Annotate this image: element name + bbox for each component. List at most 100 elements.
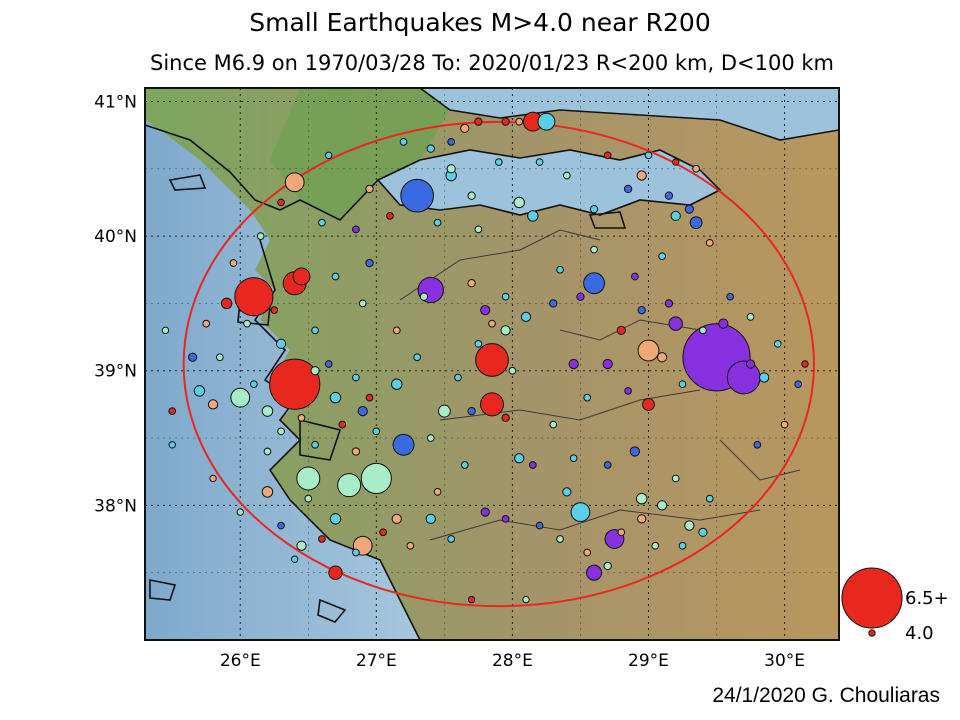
earthquake-marker bbox=[467, 191, 476, 200]
earthquake-marker bbox=[522, 595, 530, 604]
earthquake-marker bbox=[296, 466, 321, 491]
earthquake-marker bbox=[705, 494, 714, 503]
legend-label: 4.0 bbox=[905, 623, 934, 644]
earthquake-marker bbox=[275, 338, 287, 349]
earthquake-marker bbox=[243, 319, 251, 328]
earthquake-marker bbox=[352, 548, 360, 557]
earthquake-marker bbox=[698, 527, 708, 537]
earthquake-marker bbox=[624, 387, 632, 395]
earthquake-marker bbox=[535, 158, 544, 166]
earthquake-marker bbox=[500, 325, 511, 336]
earthquake-marker bbox=[467, 406, 476, 416]
lon-tick-label: 29°E bbox=[628, 651, 669, 671]
earthquake-marker bbox=[467, 279, 476, 288]
earthquake-marker bbox=[474, 117, 483, 126]
earthquake-marker bbox=[311, 326, 319, 335]
earthquake-marker bbox=[447, 137, 456, 146]
earthquake-marker bbox=[780, 420, 789, 429]
earthquake-marker bbox=[426, 434, 435, 442]
earthquake-marker bbox=[474, 339, 483, 348]
earthquake-marker bbox=[603, 151, 612, 160]
earthquake-marker bbox=[379, 528, 387, 537]
earthquake-marker bbox=[520, 311, 532, 323]
earthquake-marker bbox=[365, 393, 374, 402]
earthquake-marker bbox=[480, 305, 491, 316]
earthquake-marker bbox=[209, 474, 217, 483]
earthquake-marker bbox=[637, 514, 647, 524]
radius-circle bbox=[182, 120, 815, 608]
earthquake-marker bbox=[642, 397, 655, 411]
earthquake-marker bbox=[386, 212, 394, 220]
earthquake-marker bbox=[568, 358, 579, 370]
earthquake-marker bbox=[514, 453, 525, 464]
earthquake-marker bbox=[419, 292, 429, 301]
earthquake-marker bbox=[537, 112, 556, 131]
earthquake-marker bbox=[474, 225, 483, 234]
longitude-labels: 26°E 27°E 28°E 29°E 30°E bbox=[220, 651, 805, 671]
lon-tick-label: 30°E bbox=[764, 651, 805, 671]
earthquake-marker bbox=[433, 488, 442, 496]
map-title: Small Earthquakes M>4.0 near R200 bbox=[249, 8, 711, 37]
earthquake-marker bbox=[635, 492, 648, 505]
earthquake-marker bbox=[479, 392, 505, 417]
earthquake-marker bbox=[310, 366, 320, 376]
earthquake-marker bbox=[668, 316, 683, 331]
earthquake-marker bbox=[753, 440, 762, 449]
earthquake-marker bbox=[583, 548, 592, 557]
earthquake-marker bbox=[331, 272, 340, 281]
earthquake-marker bbox=[773, 339, 782, 348]
earthquake-marker bbox=[562, 487, 572, 497]
earthquake-marker bbox=[365, 258, 374, 268]
latitude-labels: 41°N 40°N 39°N 38°N bbox=[94, 92, 137, 516]
earthquake-marker bbox=[270, 306, 279, 315]
earthquake-marker bbox=[392, 433, 415, 456]
earthquake-marker bbox=[358, 299, 367, 308]
earthquake-marker bbox=[338, 420, 347, 429]
earthquake-marker bbox=[656, 352, 668, 363]
earthquake-marker bbox=[437, 404, 451, 418]
earthquake-marker bbox=[406, 541, 415, 550]
earthquake-marker bbox=[589, 204, 599, 214]
earthquake-marker bbox=[292, 267, 311, 286]
earthquake-marker bbox=[501, 117, 510, 126]
earthquake-marker bbox=[726, 292, 734, 301]
earthquake-marker bbox=[689, 216, 703, 230]
earthquake-marker bbox=[284, 172, 305, 193]
earthquake-marker bbox=[637, 305, 646, 315]
earthquake-marker bbox=[501, 413, 510, 423]
thrace-land bbox=[270, 88, 450, 220]
earthquake-marker bbox=[234, 277, 274, 317]
legend-marker bbox=[868, 629, 876, 637]
earthquake-marker bbox=[527, 210, 539, 222]
earthquake-marker bbox=[616, 325, 626, 335]
earthquake-marker bbox=[623, 184, 633, 194]
earthquake-marker bbox=[269, 358, 321, 410]
earthquake-marker bbox=[311, 440, 319, 449]
earthquake-marker bbox=[413, 353, 422, 362]
earthquake-marker bbox=[426, 144, 435, 153]
earthquake-marker bbox=[168, 407, 177, 415]
earthquake-marker bbox=[570, 502, 591, 522]
lon-tick-label: 27°E bbox=[356, 651, 397, 671]
earthquake-marker bbox=[277, 198, 285, 207]
earthquake-marker bbox=[360, 462, 392, 495]
earthquake-marker bbox=[250, 380, 258, 389]
legend-marker bbox=[841, 567, 903, 629]
earthquake-marker bbox=[263, 447, 272, 456]
earthquake-marker bbox=[637, 339, 660, 362]
earthquake-marker bbox=[569, 454, 578, 463]
earthquake-marker bbox=[718, 318, 729, 329]
earthquake-marker bbox=[467, 595, 476, 604]
earthquake-marker bbox=[684, 520, 695, 531]
earthquake-marker bbox=[460, 461, 469, 469]
earthquake-marker bbox=[501, 292, 510, 301]
earthquake-marker bbox=[318, 218, 326, 227]
earthquake-marker bbox=[454, 373, 462, 382]
earthquake-marker bbox=[664, 191, 674, 200]
earthquake-marker bbox=[168, 441, 176, 449]
earthquake-marker bbox=[480, 507, 490, 517]
earthquake-marker bbox=[794, 380, 803, 389]
map-subtitle: Since M6.9 on 1970/03/28 To: 2020/01/23 … bbox=[150, 51, 834, 75]
earthquake-marker bbox=[352, 373, 360, 382]
earthquake-marker bbox=[277, 521, 285, 530]
